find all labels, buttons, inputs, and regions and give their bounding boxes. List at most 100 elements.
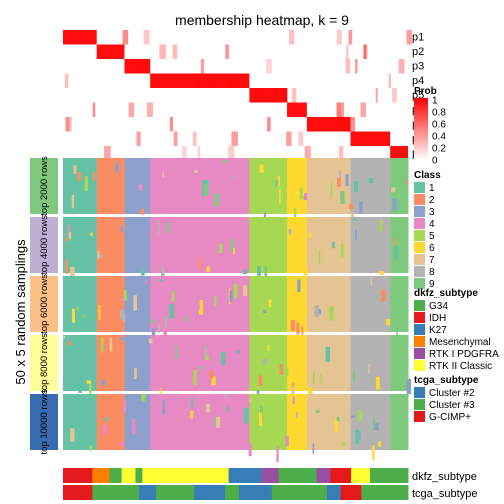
class-noise-cell [316, 309, 322, 315]
class-legend-swatch [414, 254, 425, 265]
class-legend-label: 3 [429, 207, 435, 218]
class-noise-cell [166, 222, 170, 234]
class-noise-cell [210, 221, 212, 236]
prob-tick-label: 0.2 [432, 144, 446, 155]
class-noise-cell [102, 344, 105, 349]
class-cell-9 [390, 335, 409, 391]
prob-cell-p7 [66, 117, 72, 132]
class-noise-cell [301, 326, 304, 335]
class-heatmap [63, 158, 412, 463]
class-noise-cell [249, 398, 251, 402]
class-noise-cell [131, 418, 136, 435]
class-noise-cell [263, 309, 266, 314]
class-noise-cell [196, 296, 200, 310]
prob-cell-p6 [336, 102, 341, 117]
prob-cell-p8 [192, 131, 197, 146]
class-noise-cell [276, 446, 279, 463]
row-group-label: top 2000 rows [39, 156, 50, 216]
class-noise-cell [278, 189, 281, 205]
dkfz-legend-swatch [414, 336, 425, 347]
class-cell-9 [390, 276, 409, 332]
class-noise-cell [159, 387, 162, 398]
prob-cell-p1 [348, 30, 353, 45]
class-noise-cell [279, 364, 284, 376]
prob-color-scale [414, 98, 428, 160]
class-noise-cell [102, 424, 107, 435]
class-noise-cell [92, 171, 95, 181]
tcga-legend-swatch [414, 411, 425, 422]
class-cell-2 [96, 394, 125, 450]
class-noise-cell [368, 364, 370, 374]
prob-cell-p2 [159, 44, 166, 59]
class-noise-cell [312, 372, 315, 384]
class-cell-8 [350, 335, 391, 391]
class-noise-cell [352, 218, 357, 221]
prob-legend-title: Prob [414, 86, 437, 97]
class-cell-3 [124, 394, 151, 450]
class-noise-cell [65, 259, 68, 274]
class-noise-cell [233, 283, 238, 299]
class-noise-cell [372, 445, 375, 461]
class-cell-5 [249, 394, 288, 450]
class-noise-cell [315, 409, 320, 414]
class-noise-cell [101, 337, 104, 353]
class-noise-cell [169, 303, 174, 319]
class-noise-cell [198, 257, 202, 270]
class-noise-cell [191, 397, 194, 409]
row-group-label: top 4000 rows [39, 215, 50, 275]
class-legend-swatch [414, 230, 425, 241]
class-cell-6 [287, 276, 308, 332]
class-noise-cell [141, 394, 146, 401]
class-noise-cell [370, 276, 373, 286]
class-noise-cell [89, 384, 92, 399]
class-noise-cell [392, 198, 397, 212]
class-cell-3 [124, 335, 151, 391]
class-noise-cell [164, 316, 168, 328]
class-noise-cell [359, 201, 363, 214]
class-cell-1 [63, 276, 98, 332]
class-cell-2 [96, 276, 125, 332]
class-noise-cell [257, 266, 261, 281]
class-noise-cell [105, 201, 110, 213]
class-legend-label: 6 [429, 243, 435, 254]
class-noise-cell [68, 232, 72, 240]
tcga-legend-label: G-CIMP+ [429, 412, 471, 423]
row-group-bar [30, 394, 58, 450]
class-noise-cell [150, 319, 155, 323]
class-noise-cell [119, 337, 124, 341]
class-noise-cell [224, 337, 229, 353]
class-legend-swatch [414, 278, 425, 289]
class-cell-6 [287, 217, 308, 273]
dkfz-annotation-cell [121, 468, 136, 483]
class-noise-cell [65, 238, 68, 242]
tcga-legend-label: Cluster #3 [429, 400, 475, 411]
prob-cell-p1 [289, 30, 295, 45]
class-cell-8 [350, 276, 391, 332]
class-noise-cell [353, 181, 359, 193]
prob-cell-p9 [390, 146, 408, 161]
class-cell-4 [150, 394, 250, 450]
dkfz-legend-title: dkfz_subtype [414, 288, 478, 299]
prob-cell-p4 [388, 73, 391, 88]
class-noise-cell [162, 172, 164, 177]
class-noise-cell [206, 404, 211, 413]
row-group-label: top 8000 rows [39, 333, 50, 393]
class-noise-cell [393, 238, 397, 247]
dkfz-annotation-cell [330, 468, 352, 483]
dkfz-legend-swatch [414, 312, 425, 323]
tcga-annotation-cell [340, 485, 362, 500]
sample-annotations [63, 468, 409, 500]
tcga-annotation-cell [225, 485, 240, 500]
tcga-legend-swatch [414, 387, 425, 398]
class-noise-cell [296, 412, 298, 419]
prob-cell-p1 [122, 30, 129, 45]
class-noise-cell [288, 229, 292, 235]
class-legend-swatch [414, 194, 425, 205]
class-noise-cell [236, 350, 241, 354]
class-noise-cell [86, 380, 91, 384]
row-group-bar [30, 217, 58, 273]
class-noise-cell [278, 175, 280, 187]
class-noise-cell [215, 416, 221, 428]
class-noise-cell [357, 431, 361, 441]
